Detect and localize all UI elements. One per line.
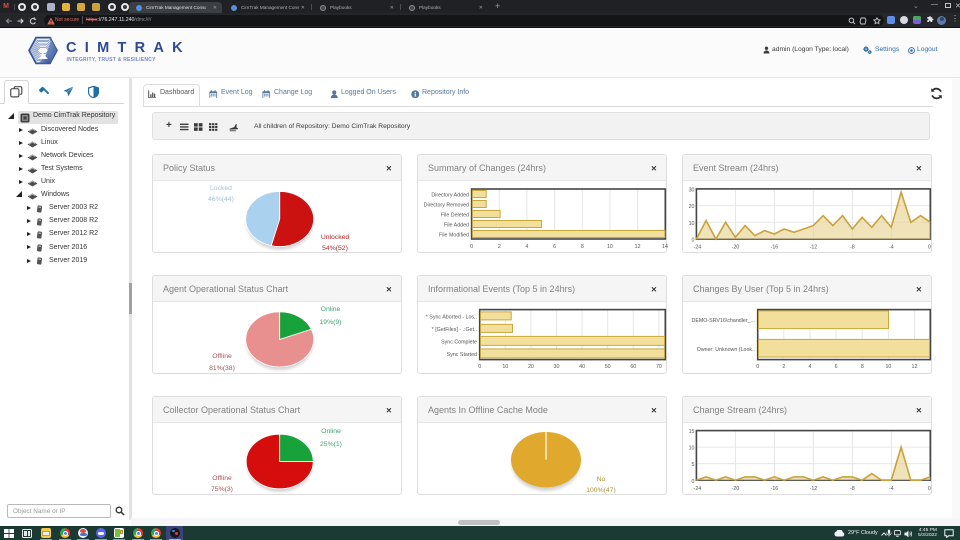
svg-text:0: 0 bbox=[692, 479, 695, 485]
svg-text:0: 0 bbox=[756, 364, 759, 370]
svg-text:12: 12 bbox=[912, 364, 918, 370]
svg-text:60: 60 bbox=[630, 364, 636, 370]
svg-text:6: 6 bbox=[835, 364, 838, 370]
svg-text:0: 0 bbox=[928, 486, 931, 492]
svg-text:-8: -8 bbox=[850, 245, 855, 251]
svg-text:0: 0 bbox=[470, 244, 473, 250]
svg-text:10: 10 bbox=[502, 364, 508, 370]
svg-text:-8: -8 bbox=[850, 486, 855, 492]
svg-text:File Added: File Added bbox=[444, 223, 469, 229]
svg-text:30: 30 bbox=[554, 364, 560, 370]
svg-text:12: 12 bbox=[635, 244, 641, 250]
svg-text:10: 10 bbox=[689, 446, 695, 452]
svg-text:50: 50 bbox=[605, 364, 611, 370]
svg-text:30: 30 bbox=[689, 188, 695, 194]
svg-text:4: 4 bbox=[525, 244, 528, 250]
svg-text:20: 20 bbox=[528, 364, 534, 370]
svg-text:-24: -24 bbox=[694, 486, 702, 492]
svg-text:20: 20 bbox=[689, 204, 695, 210]
svg-text:Owner: Unknown (Look..: Owner: Unknown (Look.. bbox=[697, 347, 755, 353]
svg-text:Sync Complete: Sync Complete bbox=[441, 339, 477, 345]
svg-text:0: 0 bbox=[478, 364, 481, 370]
svg-text:-16: -16 bbox=[771, 486, 779, 492]
svg-text:* [GetFiles] - .:Get..: * [GetFiles] - .:Get.. bbox=[432, 327, 477, 333]
svg-text:-12: -12 bbox=[810, 486, 818, 492]
svg-text:File Deleted: File Deleted bbox=[441, 213, 469, 219]
svg-text:10: 10 bbox=[689, 221, 695, 227]
svg-text:10: 10 bbox=[885, 364, 891, 370]
svg-text:Directory Added: Directory Added bbox=[431, 193, 469, 199]
svg-text:-20: -20 bbox=[732, 245, 740, 251]
svg-text:14: 14 bbox=[662, 244, 668, 250]
svg-text:4: 4 bbox=[809, 364, 812, 370]
svg-text:0: 0 bbox=[692, 238, 695, 244]
svg-text:40: 40 bbox=[579, 364, 585, 370]
svg-text:8: 8 bbox=[581, 244, 584, 250]
svg-text:0: 0 bbox=[928, 245, 931, 251]
svg-text:-12: -12 bbox=[810, 245, 818, 251]
svg-text:15: 15 bbox=[689, 429, 695, 435]
svg-text:DEMO-SRV16\chandler_...: DEMO-SRV16\chandler_... bbox=[692, 318, 756, 324]
svg-text:70: 70 bbox=[656, 364, 662, 370]
svg-text:10: 10 bbox=[607, 244, 613, 250]
svg-text:File Modified: File Modified bbox=[439, 233, 469, 239]
svg-text:2: 2 bbox=[782, 364, 785, 370]
svg-text:Sync Started: Sync Started bbox=[447, 352, 477, 358]
svg-text:-20: -20 bbox=[732, 486, 740, 492]
svg-text:-24: -24 bbox=[694, 245, 702, 251]
svg-text:2: 2 bbox=[498, 244, 501, 250]
svg-text:8: 8 bbox=[861, 364, 864, 370]
svg-text:Directory Removed: Directory Removed bbox=[424, 203, 469, 209]
svg-text:-16: -16 bbox=[771, 245, 779, 251]
svg-text:6: 6 bbox=[553, 244, 556, 250]
svg-text:5: 5 bbox=[692, 462, 695, 468]
svg-text:* Sync Aborted - Los..: * Sync Aborted - Los.. bbox=[426, 314, 477, 320]
svg-text:-4: -4 bbox=[889, 245, 894, 251]
svg-text:-4: -4 bbox=[889, 486, 894, 492]
